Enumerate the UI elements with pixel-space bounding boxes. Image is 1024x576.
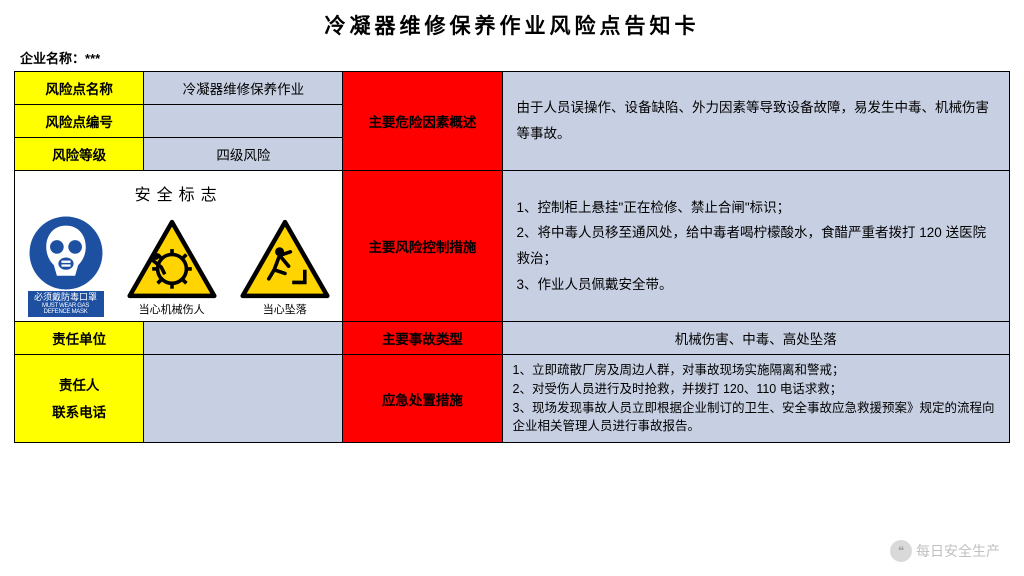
label-risk-name: 风险点名称: [15, 72, 144, 105]
text-hazard-overview: 由于人员误操作、设备缺陷、外力因素等导致设备故障，易发生中毒、机械伤害等事故。: [502, 72, 1009, 171]
label-resp-person: 责任人: [23, 372, 135, 399]
watermark: ❝ 每日安全生产: [890, 540, 1000, 562]
emergency-line-2: 2、对受伤人员进行及时抢救，并拨打 120、110 电话求救；: [513, 380, 999, 399]
sign-falling: 当心坠落: [240, 219, 330, 317]
label-hazard-overview: 主要危险因素概述: [343, 72, 502, 171]
emergency-line-1: 1、立即疏散厂房及周边人群，对事故现场实施隔离和警戒；: [513, 361, 999, 380]
label-accident-type: 主要事故类型: [343, 322, 502, 355]
sign-gas-mask: 必须戴防毒口罩 MUST WEAR GAS DEFENCE MASK: [28, 215, 104, 317]
label-risk-code: 风险点编号: [15, 105, 144, 138]
control-line-3: 3、作业人员佩戴安全带。: [517, 272, 995, 298]
label-risk-level: 风险等级: [15, 138, 144, 171]
sign-mechanical: 当心机械伤人: [127, 219, 217, 317]
text-control-measures: 1、控制柜上悬挂"正在检修、禁止合闸"标识； 2、将中毒人员移至通风处，给中毒者…: [502, 171, 1009, 322]
sign-gas-mask-caption: 必须戴防毒口罩 MUST WEAR GAS DEFENCE MASK: [28, 291, 104, 317]
text-emergency: 1、立即疏散厂房及周边人群，对事故现场实施隔离和警戒； 2、对受伤人员进行及时抢…: [502, 355, 1009, 443]
value-resp-unit: [144, 322, 343, 355]
value-risk-level: 四级风险: [144, 138, 343, 171]
sign-mechanical-caption: 当心机械伤人: [139, 301, 205, 317]
wechat-icon: ❝: [890, 540, 912, 562]
text-accident-type: 机械伤害、中毒、高处坠落: [502, 322, 1009, 355]
safety-signs-cell: 安全标志 必须戴防毒口罩 MUST WEAR GAS DEFENCE: [15, 171, 343, 322]
gas-mask-icon: [28, 215, 104, 291]
safety-signs-title: 安全标志: [19, 181, 338, 205]
safety-signs-row: 必须戴防毒口罩 MUST WEAR GAS DEFENCE MASK: [19, 215, 338, 317]
label-emergency: 应急处置措施: [343, 355, 502, 443]
risk-card-table: 风险点名称 冷凝器维修保养作业 主要危险因素概述 由于人员误操作、设备缺陷、外力…: [14, 71, 1010, 443]
page-title: 冷凝器维修保养作业风险点告知卡: [14, 10, 1010, 40]
value-risk-name: 冷凝器维修保养作业: [144, 72, 343, 105]
value-risk-code: [144, 105, 343, 138]
control-line-2: 2、将中毒人员移至通风处，给中毒者喝柠檬酸水，食醋严重者拨打 120 送医院救治…: [517, 220, 995, 271]
mechanical-hazard-icon: [127, 219, 217, 299]
value-resp-person-contact: [144, 355, 343, 443]
label-contact: 联系电话: [23, 399, 135, 426]
label-resp-person-contact: 责任人 联系电话: [15, 355, 144, 443]
company-name: 企业名称：***: [20, 48, 1010, 67]
watermark-text: 每日安全生产: [916, 541, 1000, 561]
label-resp-unit: 责任单位: [15, 322, 144, 355]
company-value: ***: [85, 51, 100, 66]
label-control-measures: 主要风险控制措施: [343, 171, 502, 322]
emergency-line-3: 3、现场发现事故人员立即根据企业制订的卫生、安全事故应急救援预案》规定的流程向企…: [513, 399, 999, 437]
control-line-1: 1、控制柜上悬挂"正在检修、禁止合闸"标识；: [517, 195, 995, 221]
sign-falling-caption: 当心坠落: [263, 301, 307, 317]
company-label: 企业名称：: [20, 51, 85, 66]
falling-hazard-icon: [240, 219, 330, 299]
